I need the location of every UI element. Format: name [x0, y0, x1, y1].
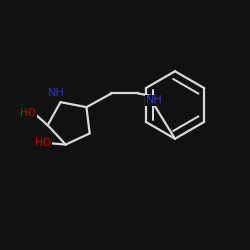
- Text: HO: HO: [20, 108, 36, 118]
- Text: NH: NH: [146, 96, 162, 106]
- Text: HO: HO: [35, 138, 51, 148]
- Text: NH: NH: [48, 88, 64, 98]
